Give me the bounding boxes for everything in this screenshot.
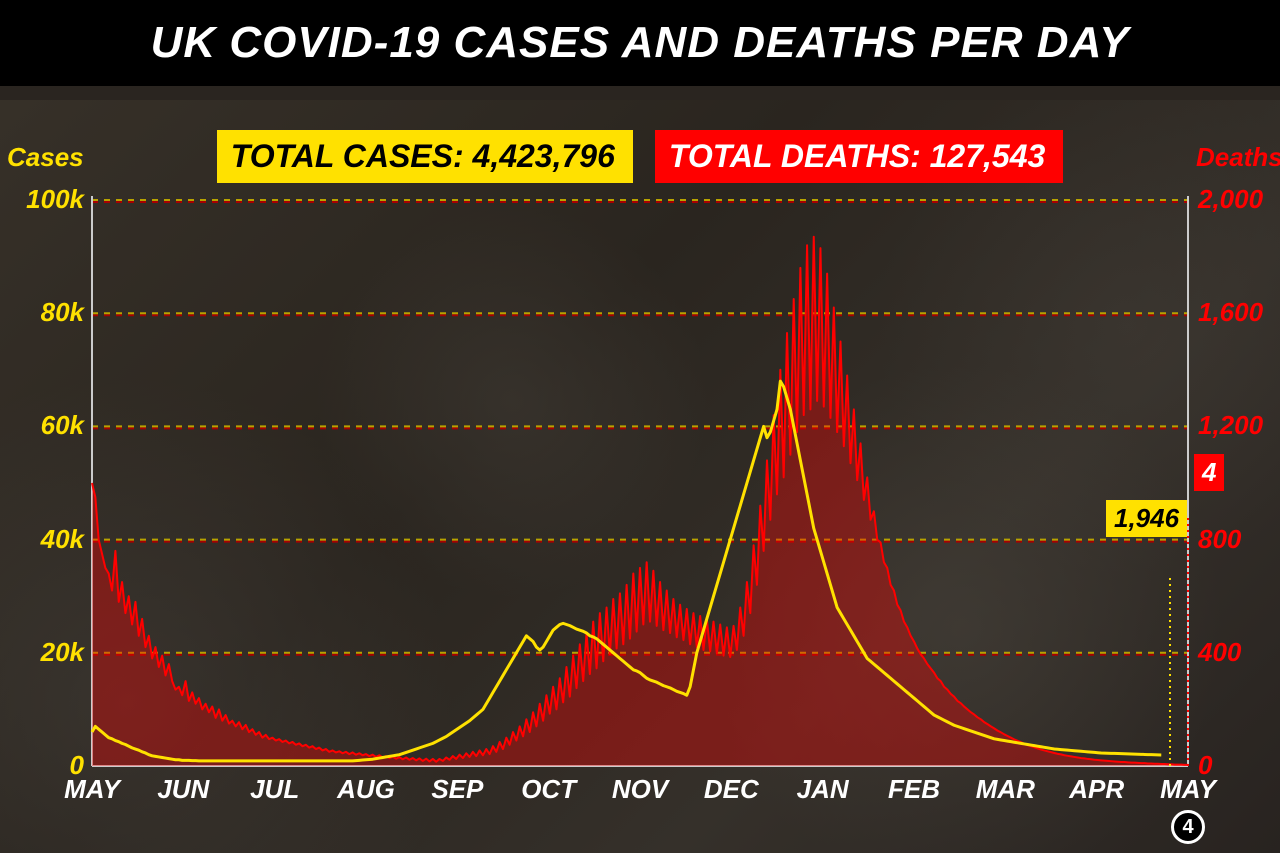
total-deaths-badge: TOTAL DEATHS: 127,543 xyxy=(655,130,1063,183)
callout-deaths: 4 xyxy=(1194,454,1224,491)
totals-row: TOTAL CASES: 4,423,796 TOTAL DEATHS: 127… xyxy=(0,130,1280,183)
total-cases-badge: TOTAL CASES: 4,423,796 xyxy=(217,130,633,183)
chart-plot xyxy=(0,0,1280,853)
date-marker: 4 xyxy=(1171,810,1205,844)
callout-cases: 1,946 xyxy=(1106,500,1187,537)
